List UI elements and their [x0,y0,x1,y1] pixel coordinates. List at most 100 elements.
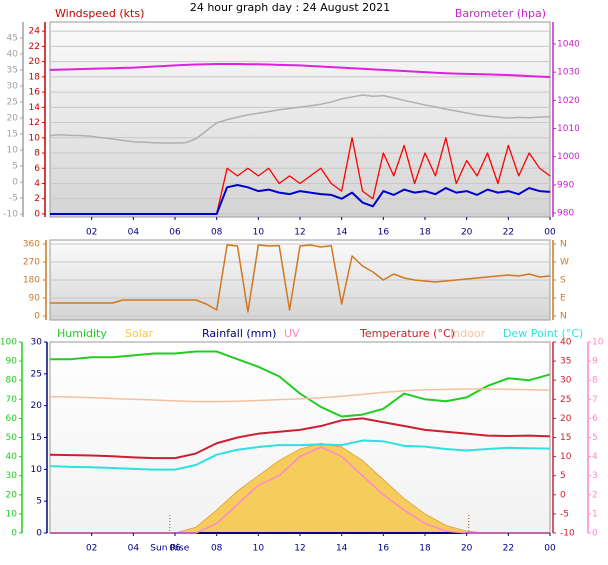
y-tick-label: 20 [6,490,18,500]
y-tick-label: 2 [34,194,40,204]
y-tick-label: -10 [560,529,575,539]
y-tick-label: -5 [9,194,18,204]
y-tick-label: 0 [34,209,40,219]
y-tick-label: 1000 [557,152,580,162]
x-tick-label: 18 [419,228,431,238]
line [50,350,551,418]
line [50,244,551,313]
x-tick-label: 20 [461,544,473,554]
y-tick-label: 1 [592,509,598,519]
x-tick-label: 16 [378,228,390,238]
x-tick-label: 06 [169,228,181,238]
y-tick-label: 60 [6,414,18,424]
y-tick-label: 40 [6,452,18,462]
y-tick-label: 0 [560,490,566,500]
y-tick-label: 40 [7,50,19,60]
y-tick-label: 990 [557,180,574,190]
y-tick-label: 15 [7,130,18,140]
x-tick-label: 16 [378,544,390,554]
y-axis-title: Windspeed (kts) [55,7,144,20]
y-tick-label: 6 [592,414,598,424]
y-tick-label: W [560,258,569,268]
x-tick-label: 12 [294,544,305,554]
y-tick-label: 5 [12,162,18,172]
y-tick-label: 5 [560,471,566,481]
y-tick-label: 980 [557,209,574,219]
y-tick-label: 30 [560,376,572,386]
y-tick-label: 1040 [557,39,580,49]
y-tick-label: 2 [592,490,598,500]
y-tick-label: 8 [34,149,40,159]
y-tick-label: 70 [6,395,18,405]
y-tick-label: 16 [29,88,41,98]
y-tick-label: 8 [592,376,598,386]
legend-entry: Dew Point (°C) [503,327,583,340]
y-tick-label: 10 [560,452,572,462]
y-tick-label: 15 [31,433,42,443]
y-tick-label: 20 [29,57,41,67]
y-tick-label: 10 [31,465,43,475]
x-tick-label: 00 [544,228,556,238]
legend-entry: UV [284,327,300,340]
y-tick-label: 35 [560,357,571,367]
y-tick-label: 5 [36,497,42,507]
y-tick-label: N [560,240,567,250]
y-tick-label: 12 [29,118,40,128]
y-tick-label: 0 [36,529,42,539]
y-tick-label: 360 [23,240,40,250]
y-tick-label: 90 [29,294,41,304]
y-tick-label: 50 [6,433,18,443]
plot-background [49,21,551,218]
y-tick-label: 20 [7,114,19,124]
y-tick-label: 30 [6,471,18,481]
x-tick-label: 08 [211,228,223,238]
x-tick-label: 06 [169,544,181,554]
y-tick-label: 0 [34,312,40,322]
y-tick-label: 18 [29,72,41,82]
legend-entry: Solar [125,327,154,340]
y2-axis-title: Barometer (hpa) [455,7,546,20]
x-tick-label: 14 [336,544,348,554]
y-tick-label: 1030 [557,68,580,78]
x-tick-label: 08 [211,544,223,554]
y-tick-label: 9 [592,357,598,367]
x-tick-label: 02 [86,544,97,554]
y-tick-label: 3 [592,471,598,481]
y-tick-label: N [560,312,567,322]
x-tick-label: 04 [128,228,140,238]
y-tick-label: 180 [23,276,40,286]
y-tick-label: 1020 [557,96,580,106]
x-tick-label: 10 [253,228,265,238]
y-tick-label: 20 [560,414,572,424]
y-tick-label: 1010 [557,124,580,134]
y-tick-label: 25 [31,369,42,379]
y-tick-label: -5 [560,509,569,519]
y-tick-label: 4 [592,452,598,462]
y-tick-label: 0 [592,529,598,539]
legend-entry: Humidity [57,327,107,340]
y-tick-label: 40 [560,338,572,348]
y-tick-label: 25 [7,98,18,108]
y-tick-label: 24 [29,27,41,37]
x-tick-label: 02 [86,228,97,238]
x-tick-label: 12 [294,228,305,238]
chart-title: 24 hour graph day : 24 August 2021 [190,1,390,14]
x-tick-label: 00 [544,544,556,554]
y-tick-label: 270 [23,258,40,268]
y-tick-label: E [560,294,566,304]
y-tick-label: 0 [11,529,17,539]
legend-entry: Indoor [450,327,486,340]
x-tick-label: 18 [419,544,431,554]
line [49,94,551,144]
x-tick-label: 04 [128,544,140,554]
y-tick-label: 15 [560,433,571,443]
y-tick-label: 80 [6,376,18,386]
y-tick-label: 6 [34,164,40,174]
y-tick-label: S [560,276,566,286]
y-tick-label: 90 [6,357,18,367]
y-tick-label: -10 [3,210,18,220]
y-tick-label: 0 [12,178,18,188]
x-tick-label: 22 [503,544,514,554]
line [49,388,551,403]
